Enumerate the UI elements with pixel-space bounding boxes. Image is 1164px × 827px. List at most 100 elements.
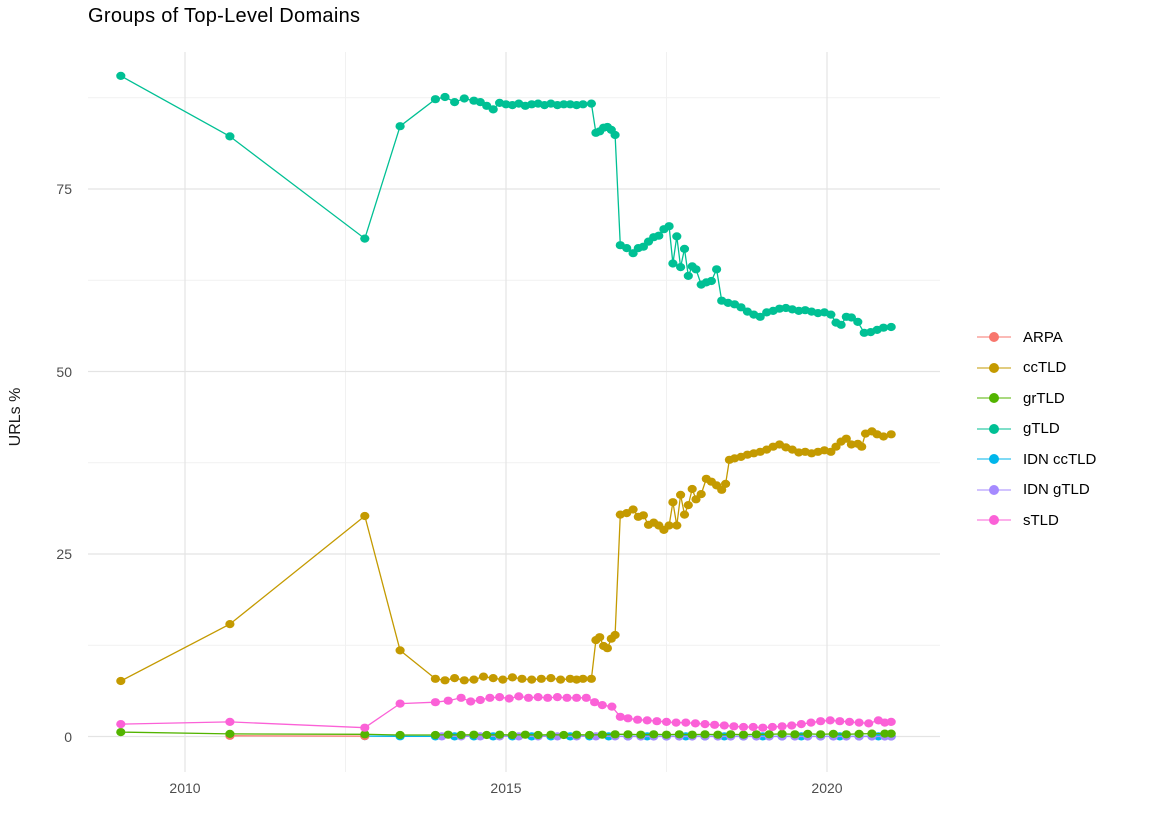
- data-point-grTLD: [649, 730, 659, 739]
- data-point-sTLD: [225, 717, 235, 727]
- y-tick-label-0: 0: [64, 728, 72, 745]
- data-point-ccTLD: [638, 511, 649, 520]
- data-point-grTLD: [482, 730, 492, 740]
- data-point-ccTLD: [683, 501, 693, 510]
- data-point-gTLD: [836, 320, 846, 329]
- data-point-gTLD: [440, 92, 450, 102]
- y-tick-label-50: 50: [56, 363, 72, 380]
- data-point-ccTLD: [602, 644, 613, 653]
- data-point-gTLD: [755, 312, 765, 321]
- data-point-grTLD: [597, 730, 607, 739]
- data-point-gTLD: [664, 222, 674, 231]
- legend-key-dot: [989, 454, 999, 465]
- y-tick-label-25: 25: [56, 546, 72, 562]
- legend-key-icon: [977, 332, 1011, 343]
- data-point-gTLD: [116, 71, 126, 80]
- data-point-gTLD: [610, 130, 620, 140]
- data-point-sTLD: [607, 702, 617, 711]
- data-point-gTLD: [395, 122, 405, 131]
- data-point-ccTLD: [459, 676, 469, 685]
- data-point-ccTLD: [586, 674, 597, 683]
- data-point-grTLD: [395, 730, 405, 740]
- data-point-gTLD: [886, 322, 896, 332]
- legend-item-ARPA: ARPA: [977, 322, 1096, 353]
- legend-item-ccTLD: ccTLD: [977, 353, 1096, 384]
- data-point-sTLD: [886, 717, 896, 727]
- data-point-ccTLD: [595, 633, 605, 642]
- data-point-sTLD: [671, 718, 681, 727]
- data-point-ccTLD: [478, 672, 489, 681]
- data-point-sTLD: [854, 718, 864, 727]
- legend-label: ARPA: [1023, 328, 1063, 346]
- x-tick-label-2010: 2010: [169, 780, 201, 796]
- data-point-sTLD: [523, 693, 534, 702]
- chart-title: Groups of Top-Level Domains: [88, 5, 361, 27]
- data-point-ccTLD: [116, 676, 126, 686]
- data-point-grTLD: [225, 729, 235, 739]
- data-point-sTLD: [864, 719, 874, 728]
- data-point-sTLD: [748, 722, 758, 732]
- data-point-sTLD: [552, 693, 563, 702]
- legend-key-dot: [989, 423, 999, 434]
- data-point-ccTLD: [668, 498, 678, 507]
- data-point-gTLD: [706, 276, 717, 286]
- data-point-gTLD: [450, 98, 460, 107]
- data-point-grTLD: [443, 730, 453, 739]
- data-point-gTLD: [736, 303, 746, 312]
- legend-label: IDN ccTLD: [1023, 450, 1097, 468]
- data-point-ccTLD: [672, 521, 682, 530]
- data-point-grTLD: [623, 730, 633, 739]
- legend-key-dot: [989, 332, 999, 343]
- data-point-ccTLD: [225, 620, 235, 629]
- legend-key-dot: [989, 393, 999, 404]
- data-point-sTLD: [485, 693, 495, 702]
- data-point-sTLD: [796, 720, 806, 729]
- data-point-ccTLD: [628, 505, 638, 514]
- data-point-gTLD: [459, 94, 469, 103]
- data-point-sTLD: [443, 696, 453, 705]
- data-point-grTLD: [828, 729, 839, 739]
- data-point-sTLD: [729, 722, 739, 731]
- legend-item-gTLD: gTLD: [977, 414, 1096, 445]
- data-point-grTLD: [854, 729, 864, 739]
- legend-item-sTLD: sTLD: [977, 505, 1096, 536]
- data-point-grTLD: [584, 730, 595, 740]
- data-point-grTLD: [713, 730, 723, 739]
- data-point-grTLD: [661, 730, 672, 739]
- data-point-sTLD: [844, 717, 855, 727]
- data-point-gTLD: [622, 244, 632, 253]
- data-point-gTLD: [672, 232, 682, 241]
- data-point-gTLD: [679, 244, 690, 253]
- data-point-grTLD: [880, 729, 890, 738]
- legend-key-icon: [977, 515, 1011, 526]
- data-point-grTLD: [738, 730, 749, 739]
- data-point-grTLD: [674, 730, 684, 739]
- data-point-ccTLD: [578, 674, 588, 683]
- data-point-sTLD: [562, 693, 572, 702]
- data-point-grTLD: [886, 729, 896, 738]
- data-point-ccTLD: [507, 673, 517, 682]
- data-point-grTLD: [867, 729, 877, 738]
- data-point-sTLD: [533, 693, 543, 702]
- data-point-ccTLD: [536, 674, 546, 683]
- data-point-sTLD: [758, 723, 768, 732]
- data-point-sTLD: [495, 693, 505, 702]
- data-point-gTLD: [578, 100, 588, 109]
- data-point-ccTLD: [857, 442, 867, 451]
- data-point-sTLD: [456, 693, 466, 702]
- data-point-ccTLD: [469, 675, 479, 684]
- data-point-sTLD: [787, 721, 797, 730]
- data-point-gTLD: [559, 100, 569, 109]
- legend-label: gTLD: [1023, 420, 1060, 438]
- legend-label: ccTLD: [1023, 359, 1067, 377]
- legend-key-icon: [977, 484, 1011, 495]
- data-point-ccTLD: [841, 434, 851, 443]
- data-point-sTLD: [719, 721, 729, 730]
- data-point-gTLD: [488, 105, 498, 114]
- data-point-grTLD: [764, 730, 774, 739]
- data-point-ccTLD: [721, 479, 731, 488]
- data-point-grTLD: [726, 730, 736, 739]
- data-point-ccTLD: [450, 674, 460, 683]
- data-point-sTLD: [543, 693, 553, 702]
